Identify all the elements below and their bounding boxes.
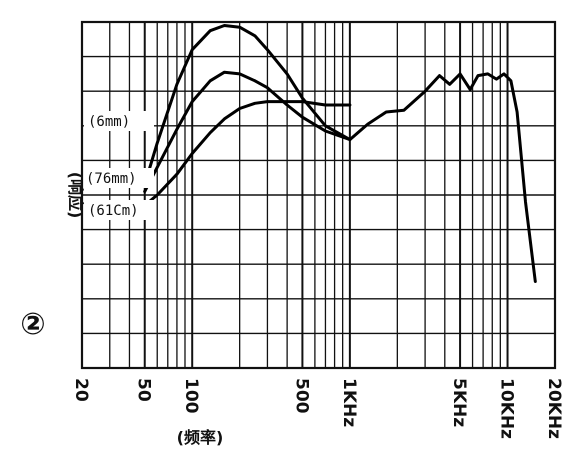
series-line-6mm bbox=[143, 24, 352, 187]
legend-text-76mm: (76mm) bbox=[86, 171, 137, 187]
x-tick-label: 10KHz bbox=[497, 378, 517, 439]
x-axis-title: (频率) bbox=[177, 428, 224, 447]
series-line-76mm bbox=[143, 70, 352, 193]
y-axis-title: (响应) bbox=[66, 172, 85, 219]
legend-text-6mm: (6mm) bbox=[88, 114, 130, 130]
series-line-common-3 bbox=[348, 72, 537, 283]
x-tick-label: 50 bbox=[134, 378, 154, 402]
figure-number: ② bbox=[20, 307, 45, 342]
series-layer bbox=[143, 24, 537, 283]
grid-layer bbox=[80, 20, 557, 370]
legend-label-61cm: (61Cm) bbox=[84, 200, 154, 220]
x-tick-label: 5KHz bbox=[449, 378, 469, 427]
series-line-61cm bbox=[143, 100, 352, 207]
x-tick-label: 20 bbox=[71, 378, 91, 402]
x-tick-labels: 20 50 100 500 1KHz 5KHz 10KHz 20KHz bbox=[71, 378, 564, 439]
x-tick-label: 500 bbox=[291, 378, 311, 414]
x-tick-label: 20KHz bbox=[544, 378, 564, 439]
legend-text-61cm: (61Cm) bbox=[88, 203, 139, 219]
legend-label-76mm: (76mm) bbox=[84, 168, 154, 188]
legend-label-6mm: (6mm) bbox=[84, 111, 154, 131]
x-tick-label: 1KHz bbox=[339, 378, 359, 427]
x-tick-label: 100 bbox=[181, 378, 201, 414]
